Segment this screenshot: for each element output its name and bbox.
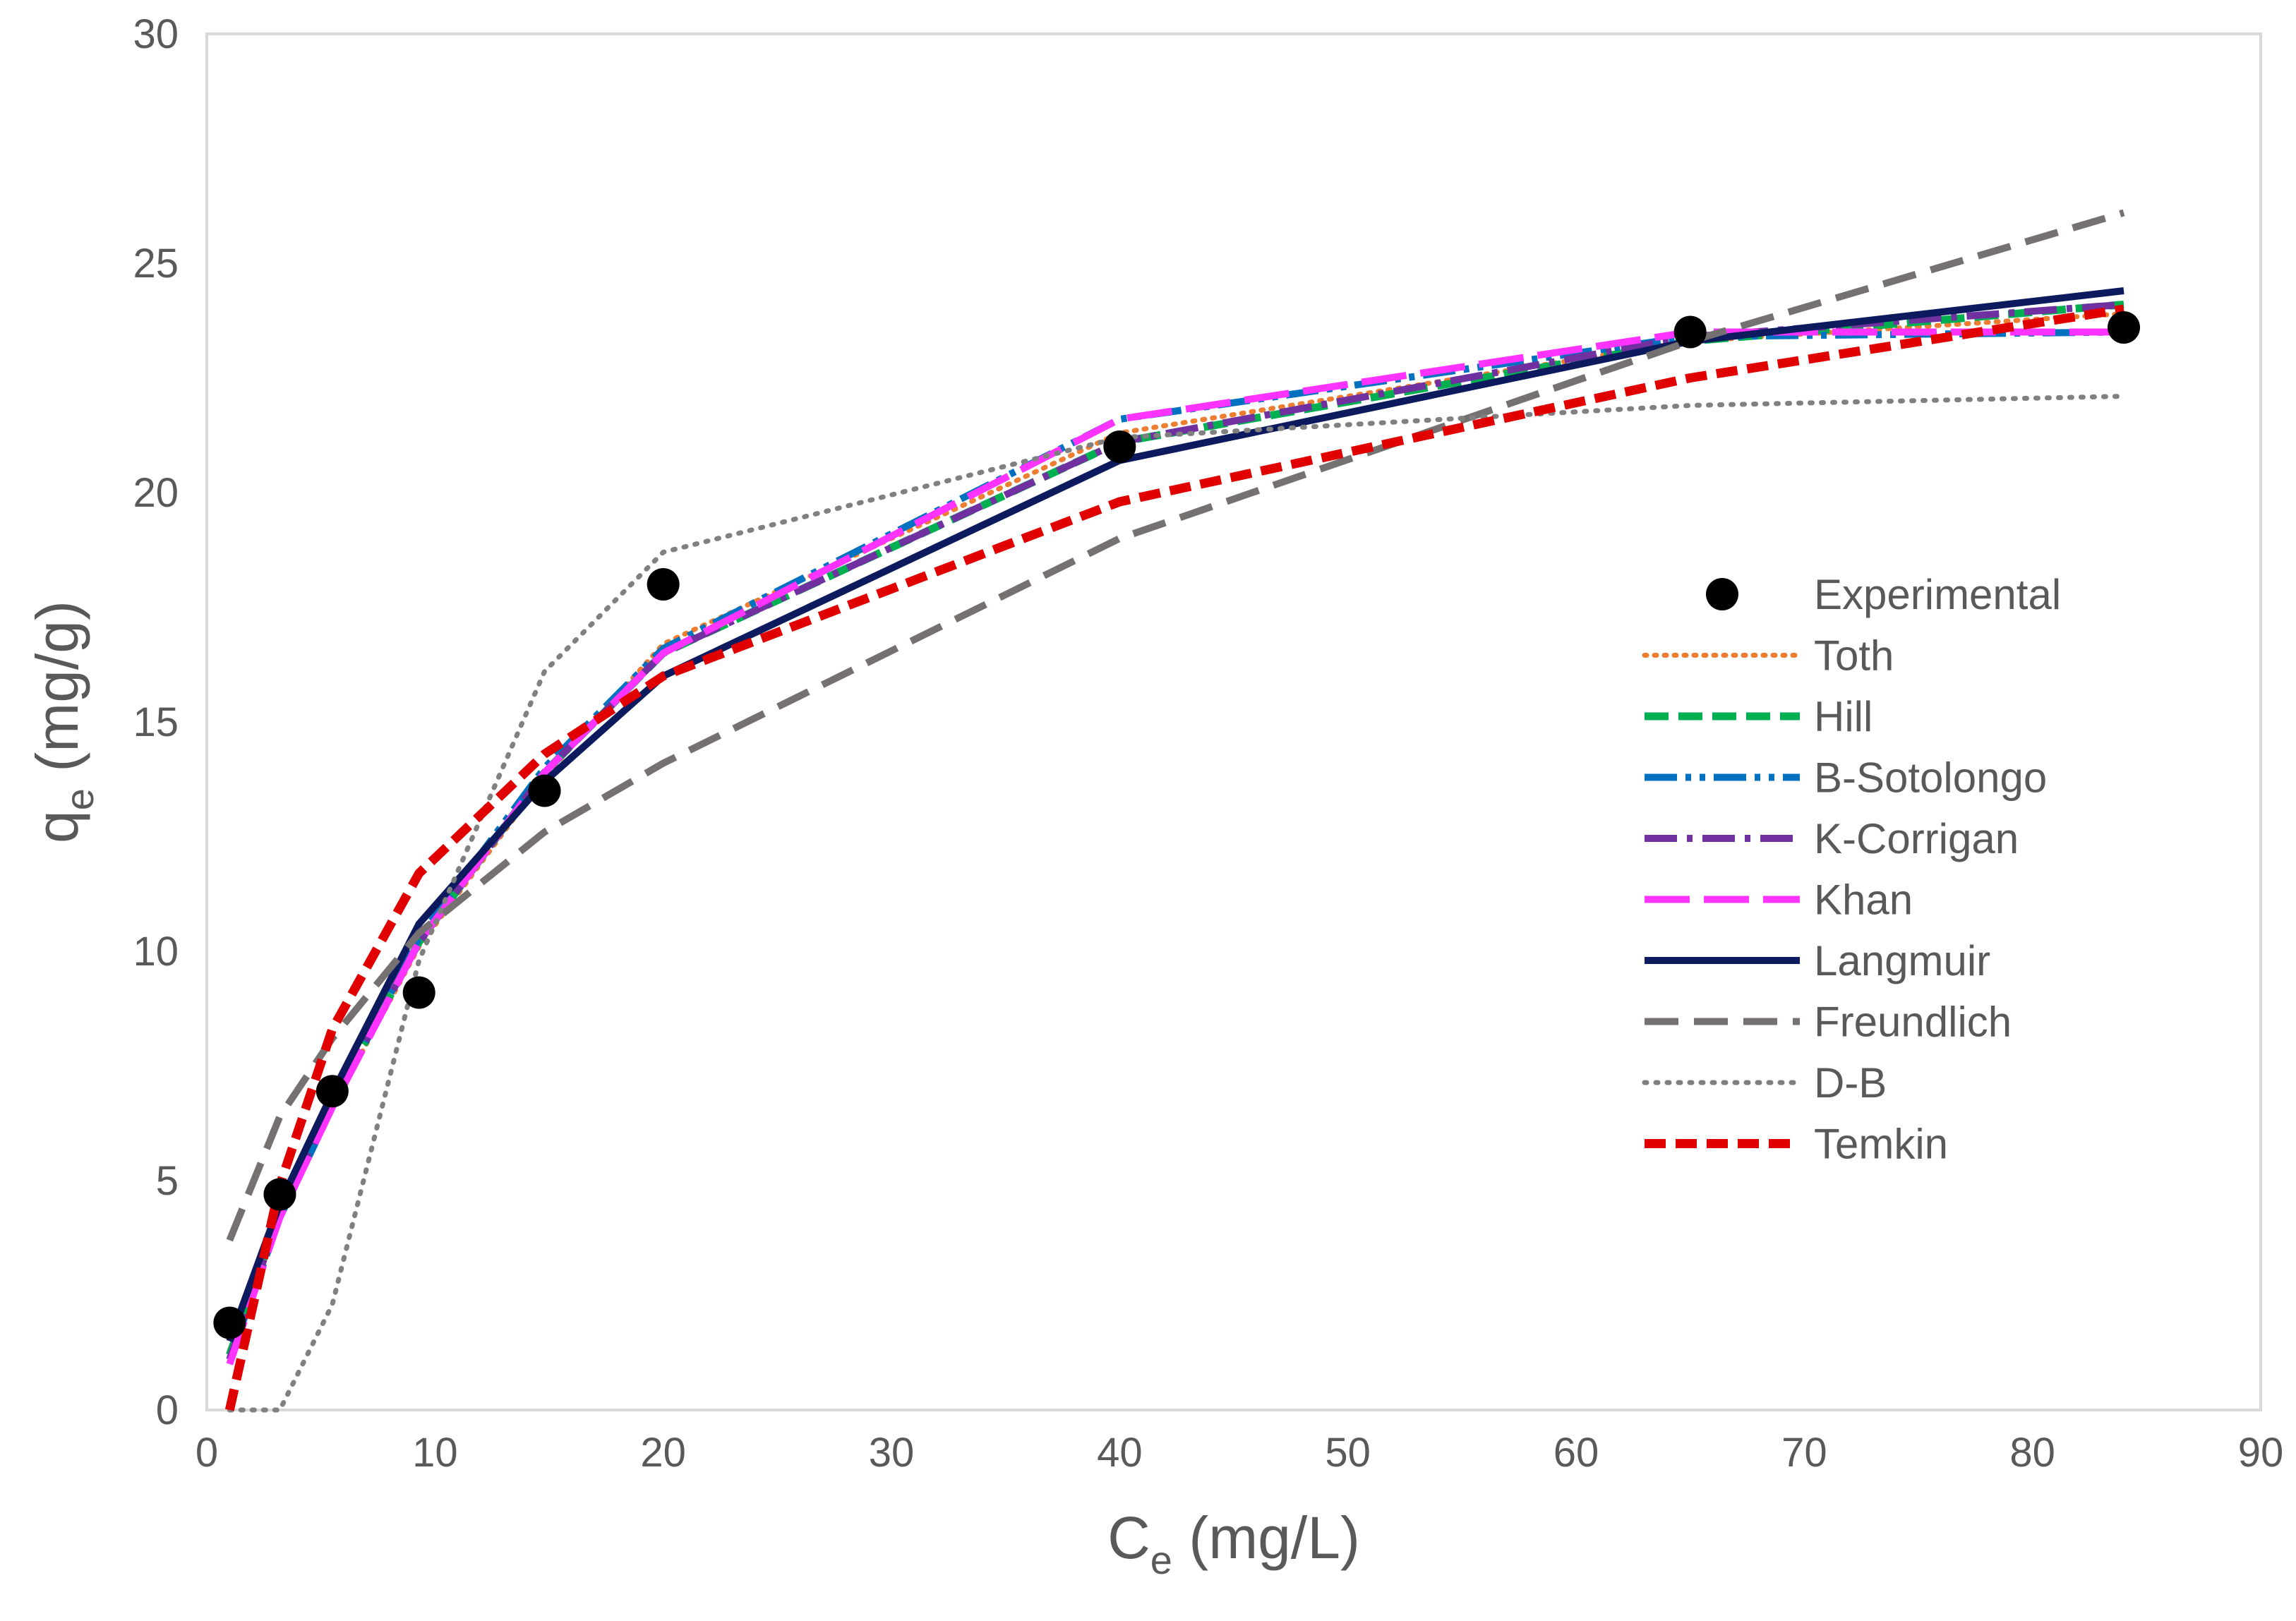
y-tick-label: 25 — [133, 241, 179, 287]
series-temkin — [224, 304, 2125, 1411]
legend-label-langmuir: Langmuir — [1814, 937, 1990, 984]
x-tick-label: 0 — [196, 1430, 218, 1476]
y-axis-ticks: 0 5 10 15 20 25 30 — [133, 11, 179, 1433]
x-tick-label: 40 — [1097, 1430, 1143, 1476]
x-tick-label: 90 — [2238, 1430, 2284, 1476]
legend-label-experimental: Experimental — [1814, 571, 2061, 618]
experimental-points — [213, 311, 2140, 1339]
x-tick-label: 30 — [869, 1430, 915, 1476]
x-tick-label: 10 — [412, 1430, 458, 1476]
series-khan — [226, 328, 2124, 1366]
x-axis-title: Ce (mg/L) — [1107, 1505, 1360, 1582]
legend-label-d-b: D-B — [1814, 1059, 1887, 1107]
experimental-point — [647, 568, 680, 601]
experimental-point — [1673, 315, 1707, 349]
legend-label-khan: Khan — [1814, 876, 1913, 924]
series-d-b — [227, 394, 2127, 1413]
x-tick-label: 70 — [1781, 1430, 1827, 1476]
legend-label-k-corrigan: K-Corrigan — [1814, 815, 2019, 862]
y-tick-label: 5 — [156, 1158, 179, 1204]
legend: Experimental Toth Hill B-Sotolongo K-Corriga… — [1642, 571, 2061, 1168]
legend-label-toth: Toth — [1814, 632, 1894, 680]
experimental-point — [1103, 430, 1136, 463]
experimental-point — [2108, 311, 2140, 344]
legend-marker-experimental — [1706, 578, 1738, 610]
y-tick-label: 0 — [156, 1387, 179, 1433]
x-tick-label: 50 — [1325, 1430, 1371, 1476]
plot-area — [205, 32, 2262, 1411]
y-axis-title: qe (mg/g) — [24, 601, 102, 843]
y-tick-label: 30 — [133, 11, 179, 57]
experimental-point — [528, 774, 561, 807]
experimental-point — [315, 1075, 349, 1108]
x-tick-label: 60 — [1553, 1430, 1599, 1476]
x-tick-label: 20 — [640, 1430, 686, 1476]
x-axis-ticks: 0 10 20 30 40 50 60 70 80 90 — [196, 1430, 2283, 1476]
series-layer — [224, 209, 2127, 1413]
legend-label-b-sotolongo: B-Sotolongo — [1814, 754, 2047, 802]
legend-label-freundlich: Freundlich — [1814, 999, 2012, 1046]
y-tick-label: 15 — [133, 699, 179, 745]
legend-label-temkin: Temkin — [1814, 1121, 1948, 1168]
x-tick-label: 80 — [2009, 1430, 2055, 1476]
experimental-point — [402, 976, 435, 1009]
series-freundlich — [226, 209, 2125, 1242]
y-tick-label: 10 — [133, 929, 179, 975]
y-tick-label: 20 — [133, 470, 179, 516]
legend-label-hill: Hill — [1814, 693, 1873, 740]
experimental-point — [213, 1306, 246, 1339]
experimental-point — [263, 1178, 296, 1211]
